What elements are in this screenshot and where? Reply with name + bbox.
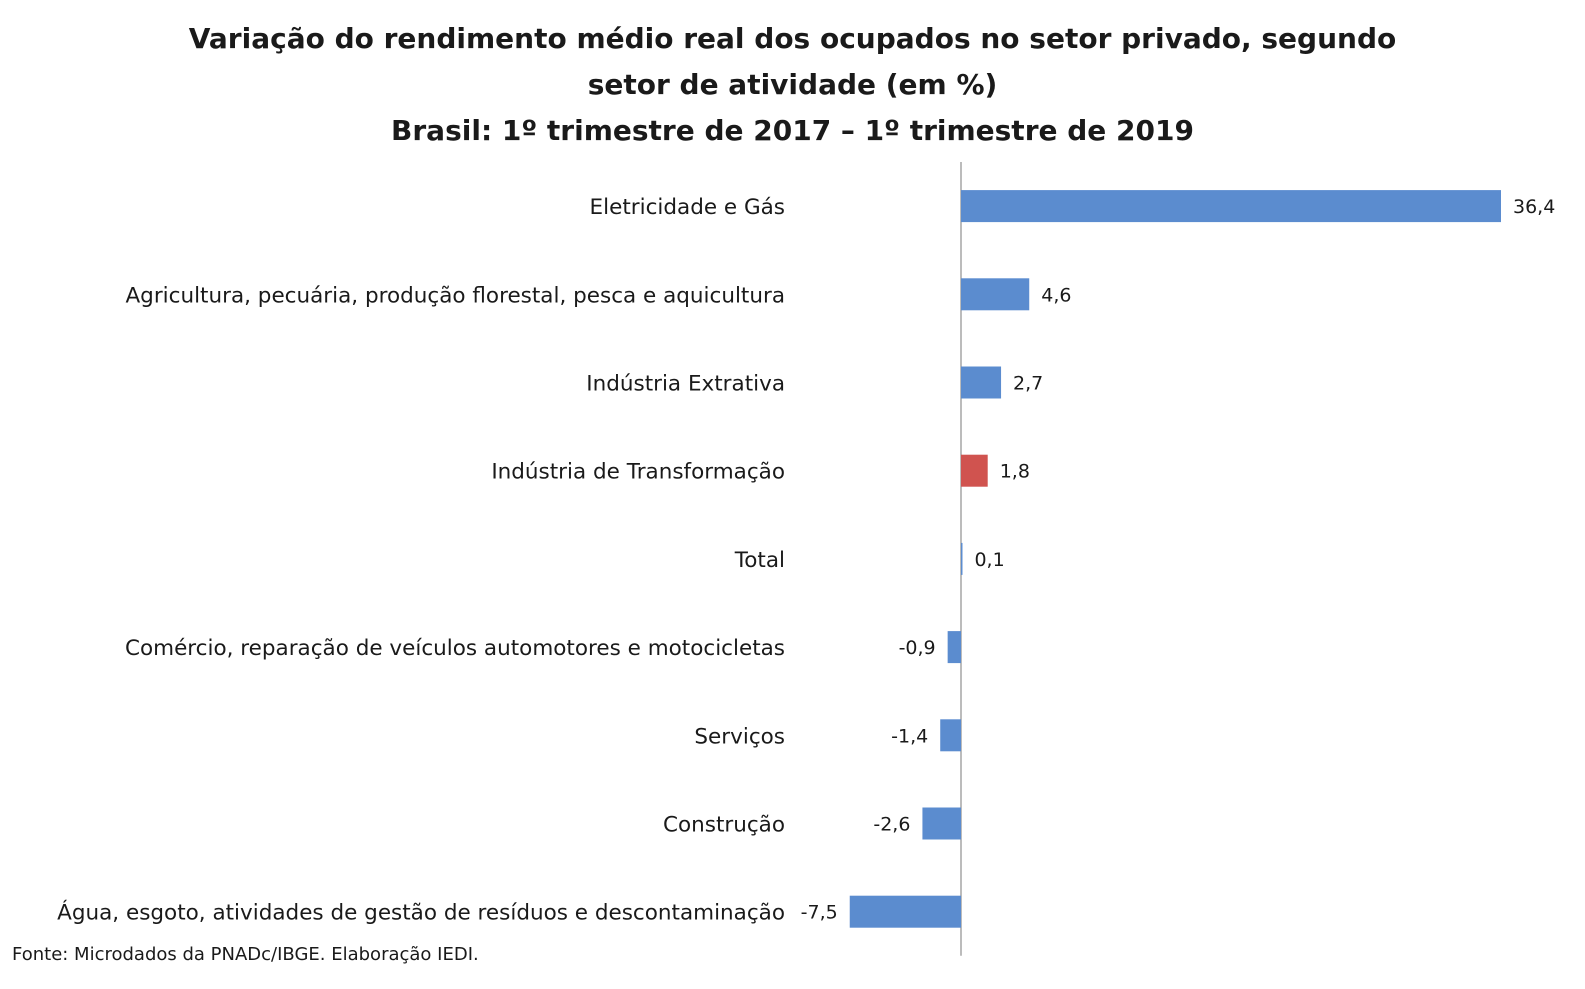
bar <box>961 454 988 487</box>
data-label: 36,4 <box>1513 196 1555 218</box>
chart-title: Variação do rendimento médio real dos oc… <box>0 16 1585 154</box>
chart-title-line-2: setor de atividade (em %) <box>587 68 998 101</box>
bar <box>947 631 961 664</box>
data-label: -1,4 <box>891 725 928 747</box>
data-label: 1,8 <box>1000 461 1030 483</box>
bar <box>940 719 961 752</box>
bar <box>961 278 1030 311</box>
chart-title-line-3: Brasil: 1º trimestre de 2017 – 1º trimes… <box>391 114 1194 147</box>
category-label: Água, esgoto, atividades de gestão de re… <box>57 900 785 926</box>
data-label: -2,6 <box>873 814 910 836</box>
data-label: -7,5 <box>801 902 838 924</box>
source-note: Fonte: Microdados da PNADc/IBGE. Elabora… <box>12 944 479 965</box>
data-label: 4,6 <box>1041 284 1071 306</box>
category-label: Total <box>734 548 785 573</box>
data-label: 2,7 <box>1013 373 1043 395</box>
category-label: Construção <box>663 813 785 838</box>
bar <box>961 542 963 575</box>
category-label: Eletricidade e Gás <box>590 195 785 220</box>
bar <box>922 807 961 840</box>
chart-title-line-1: Variação do rendimento médio real dos oc… <box>188 22 1397 55</box>
category-label: Serviços <box>694 724 785 749</box>
bar <box>849 895 961 928</box>
category-label: Indústria Extrativa <box>586 372 785 397</box>
bar <box>961 366 1002 399</box>
category-label: Indústria de Transformação <box>491 460 785 485</box>
data-label: 0,1 <box>974 549 1004 571</box>
data-label: -0,9 <box>899 637 936 659</box>
category-label: Comércio, reparação de veículos automoto… <box>125 636 785 661</box>
bar <box>961 190 1501 223</box>
category-label: Agricultura, pecuária, produção floresta… <box>125 283 785 308</box>
